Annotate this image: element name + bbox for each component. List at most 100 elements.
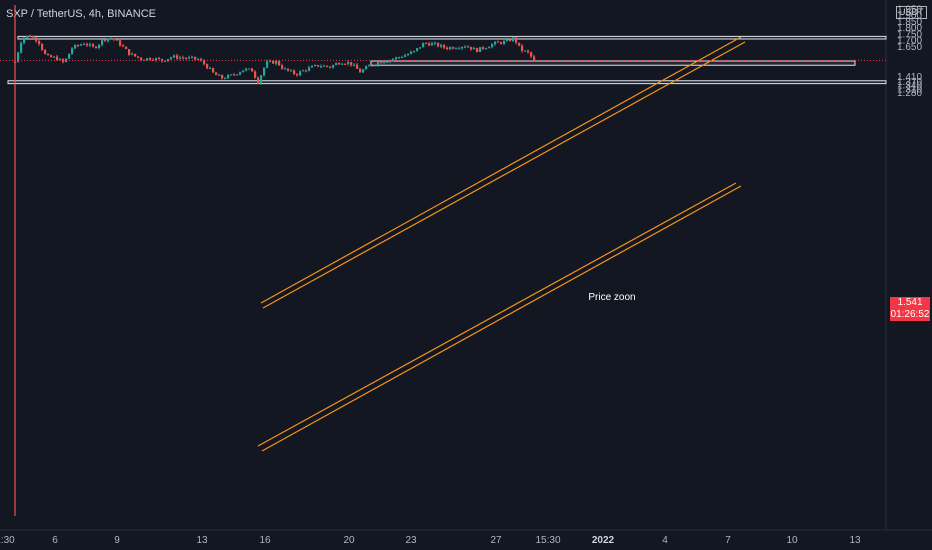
- time-tick-label: 16: [259, 535, 271, 546]
- candle-body: [290, 70, 293, 72]
- candle-body: [494, 41, 497, 45]
- time-tick-label: 10: [786, 535, 798, 546]
- channel-line: [257, 182, 737, 447]
- current-price-value: 1.541: [897, 297, 923, 308]
- price-tick-label: 1.750: [897, 29, 922, 40]
- candle-body: [410, 51, 413, 55]
- zone-support: [7, 80, 887, 85]
- candle-body: [173, 55, 176, 58]
- candle-countdown: 01:26:52: [890, 309, 930, 320]
- candle-body: [191, 56, 194, 58]
- candle-body: [497, 41, 500, 43]
- candle-body: [266, 61, 269, 68]
- candle-body: [299, 71, 302, 76]
- candle-body: [68, 53, 71, 59]
- time-tick-label: 1:30: [0, 535, 15, 546]
- candle-body: [41, 43, 44, 50]
- candle-body: [203, 60, 206, 65]
- candle-body: [272, 60, 275, 64]
- candle-body: [254, 71, 257, 78]
- candle-body: [461, 46, 464, 49]
- price-tick-label: 1.700: [897, 36, 922, 47]
- candle-body: [350, 62, 353, 66]
- candle-body: [452, 47, 455, 49]
- candle-body: [116, 39, 119, 41]
- candle-body: [362, 69, 365, 73]
- candle-body: [500, 42, 503, 44]
- candle-body: [278, 60, 281, 66]
- candle-body: [29, 35, 32, 37]
- candle-body: [473, 48, 476, 50]
- candle-body: [176, 55, 179, 59]
- candle-body: [368, 65, 371, 67]
- candle-body: [221, 74, 224, 79]
- candle-body: [284, 68, 287, 70]
- candle-body: [149, 58, 152, 60]
- current-price-badge: 1.541 01:26:52: [890, 297, 930, 321]
- price-tick-label: 1.280: [897, 88, 922, 99]
- price-zoon-label: Price zoon: [588, 292, 635, 303]
- candle-body: [413, 50, 416, 52]
- time-tick-label: 20: [343, 535, 355, 546]
- price-tick-label: 1.310: [897, 84, 922, 95]
- candle-body: [401, 57, 404, 59]
- candle-body: [395, 57, 398, 60]
- candle-body: [119, 40, 122, 46]
- candle-body: [425, 43, 428, 45]
- candle-body: [131, 53, 134, 55]
- candle-body: [32, 36, 35, 38]
- candle-body: [125, 46, 128, 50]
- candle-body: [275, 60, 278, 64]
- candle-body: [89, 44, 92, 46]
- grid: [0, 0, 932, 531]
- candle-body: [92, 44, 95, 47]
- time-tick-label: 6: [52, 535, 58, 546]
- candle-body: [251, 68, 254, 72]
- candle-body: [194, 56, 197, 60]
- zones: [7, 35, 887, 85]
- candle-body: [239, 72, 242, 75]
- candle-body: [35, 37, 38, 41]
- time-tick-label: 9: [114, 535, 120, 546]
- price-unit-label[interactable]: USDT: [896, 6, 927, 19]
- candle-body: [296, 74, 299, 76]
- candle-body: [344, 63, 347, 65]
- candle-body: [50, 55, 53, 58]
- zone-price-zoon: [370, 60, 856, 66]
- candle-body: [113, 38, 116, 40]
- candle-body: [431, 43, 434, 46]
- candle-body: [293, 70, 296, 75]
- candle-body: [419, 47, 422, 49]
- candle-body: [524, 50, 527, 52]
- candle-body: [134, 53, 137, 57]
- candle-body: [383, 62, 386, 64]
- candle-body: [71, 48, 74, 54]
- candle-body: [356, 64, 359, 69]
- candle-body: [257, 77, 260, 84]
- candle-body: [332, 64, 335, 68]
- candle-body: [515, 37, 518, 43]
- candle-body: [74, 45, 77, 49]
- candle-body: [155, 58, 158, 61]
- candle-body: [137, 56, 140, 58]
- candle-body: [170, 57, 173, 59]
- candle-body: [443, 44, 446, 48]
- candle-body: [491, 44, 494, 48]
- candle-body: [377, 62, 380, 66]
- candle-body: [218, 74, 221, 76]
- candle-body: [215, 72, 218, 76]
- candle-body: [458, 48, 461, 50]
- time-tick-label: 15:30: [535, 535, 560, 546]
- candle-body: [140, 57, 143, 60]
- candle-body: [416, 48, 419, 51]
- candle-body: [107, 38, 110, 41]
- candle-body: [20, 42, 23, 53]
- price-tick-label: 1.370: [897, 77, 922, 88]
- time-tick-label: 27: [490, 535, 502, 546]
- channel-line: [261, 185, 742, 452]
- candle-body: [308, 67, 311, 71]
- candle-body: [233, 74, 236, 76]
- candle-body: [509, 39, 512, 42]
